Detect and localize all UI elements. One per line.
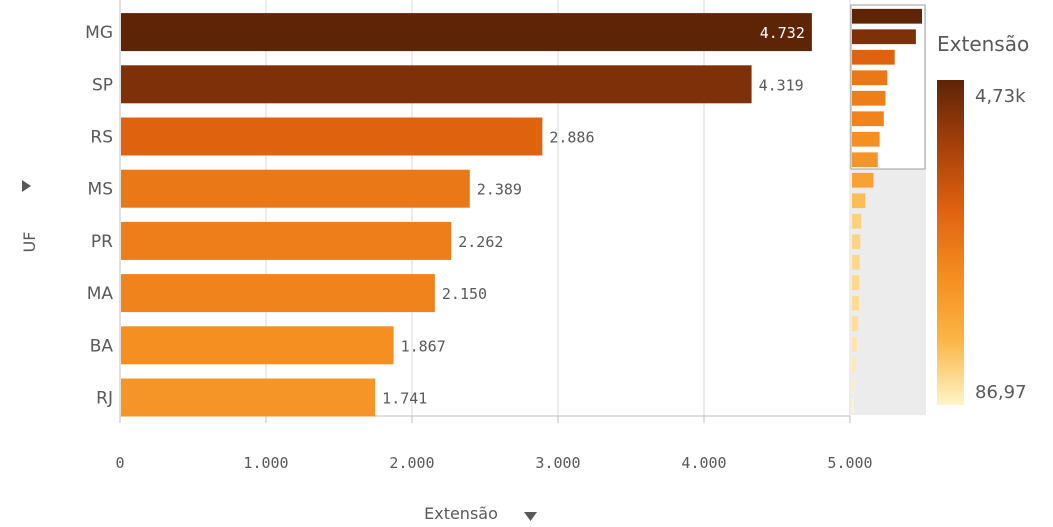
category-labels: MG SP RS MS PR MA BA RJ xyxy=(85,23,113,408)
data-label: 4.319 xyxy=(759,76,804,94)
minimap-bar xyxy=(852,275,860,291)
data-label: 2.150 xyxy=(442,285,487,303)
minimap-bar xyxy=(852,357,856,373)
minimap-bar xyxy=(852,316,859,332)
bar-mg[interactable] xyxy=(121,13,812,52)
minimap-bar xyxy=(852,49,895,65)
y-axis-title: UF xyxy=(20,232,39,253)
y-axis-title-group[interactable]: UF xyxy=(20,180,39,252)
data-label: 2.262 xyxy=(458,233,503,251)
bar-ms[interactable] xyxy=(121,169,470,208)
minimap-bar xyxy=(852,398,854,414)
x-axis-title-group[interactable]: Extensão xyxy=(424,504,537,523)
category-label[interactable]: SP xyxy=(92,75,113,95)
x-tick-label: 2.000 xyxy=(389,454,434,472)
legend-color-bar xyxy=(937,80,964,405)
bar-ba[interactable] xyxy=(121,326,394,365)
minimap-bar xyxy=(852,131,880,147)
x-tick-label: 4.000 xyxy=(681,454,726,472)
x-axis-title: Extensão xyxy=(424,504,498,523)
data-label: 2.389 xyxy=(477,181,522,199)
category-label[interactable]: BA xyxy=(90,336,114,356)
minimap-bar xyxy=(852,254,860,270)
minimap-bar xyxy=(852,70,888,86)
data-label: 1.867 xyxy=(401,337,446,355)
category-label[interactable]: MA xyxy=(87,284,114,304)
triangle-down-icon[interactable] xyxy=(524,512,537,521)
bar-ma[interactable] xyxy=(121,274,435,313)
bar-rj[interactable] xyxy=(121,378,376,417)
color-legend: Extensão 4,73k 86,97 xyxy=(937,32,1029,405)
x-tick-label: 5.000 xyxy=(827,454,872,472)
minimap-bar xyxy=(852,193,866,209)
minimap-bar xyxy=(852,111,884,127)
minimap-bar xyxy=(852,377,855,393)
minimap-bar xyxy=(852,152,878,168)
value-labels: 4.732 4.319 2.886 2.389 2.262 2.150 1.867 1.741 xyxy=(382,24,805,407)
data-label: 2.886 xyxy=(549,129,594,147)
bar-sp[interactable] xyxy=(121,65,752,104)
category-label[interactable]: RS xyxy=(90,128,113,148)
bars xyxy=(121,13,812,417)
x-tick-label: 0 xyxy=(115,454,124,472)
category-label[interactable]: MG xyxy=(85,23,113,43)
minimap-bar xyxy=(852,234,861,250)
bar-rs[interactable] xyxy=(121,117,543,156)
data-label: 1.741 xyxy=(382,390,427,408)
minimap-bar xyxy=(852,29,916,45)
category-label[interactable]: PR xyxy=(91,232,113,252)
x-tick-label: 3.000 xyxy=(535,454,580,472)
minimap-bar xyxy=(852,172,874,188)
minimap-bar xyxy=(852,8,922,24)
x-tick-label: 1.000 xyxy=(243,454,288,472)
category-label[interactable]: RJ xyxy=(96,389,113,409)
legend-max-label: 4,73k xyxy=(975,86,1026,107)
data-label: 4.732 xyxy=(760,24,805,42)
category-label[interactable]: MS xyxy=(88,180,113,200)
minimap-bar xyxy=(852,336,857,352)
scroll-minimap[interactable] xyxy=(850,4,926,415)
minimap-bar xyxy=(852,90,886,106)
minimap-bar xyxy=(852,213,862,229)
minimap-bar xyxy=(852,295,859,311)
x-tick-labels: 0 1.000 2.000 3.000 4.000 5.000 xyxy=(115,454,872,472)
legend-title: Extensão xyxy=(937,32,1029,56)
bar-pr[interactable] xyxy=(121,221,452,260)
triangle-right-icon[interactable] xyxy=(22,180,31,192)
legend-min-label: 86,97 xyxy=(975,382,1027,403)
